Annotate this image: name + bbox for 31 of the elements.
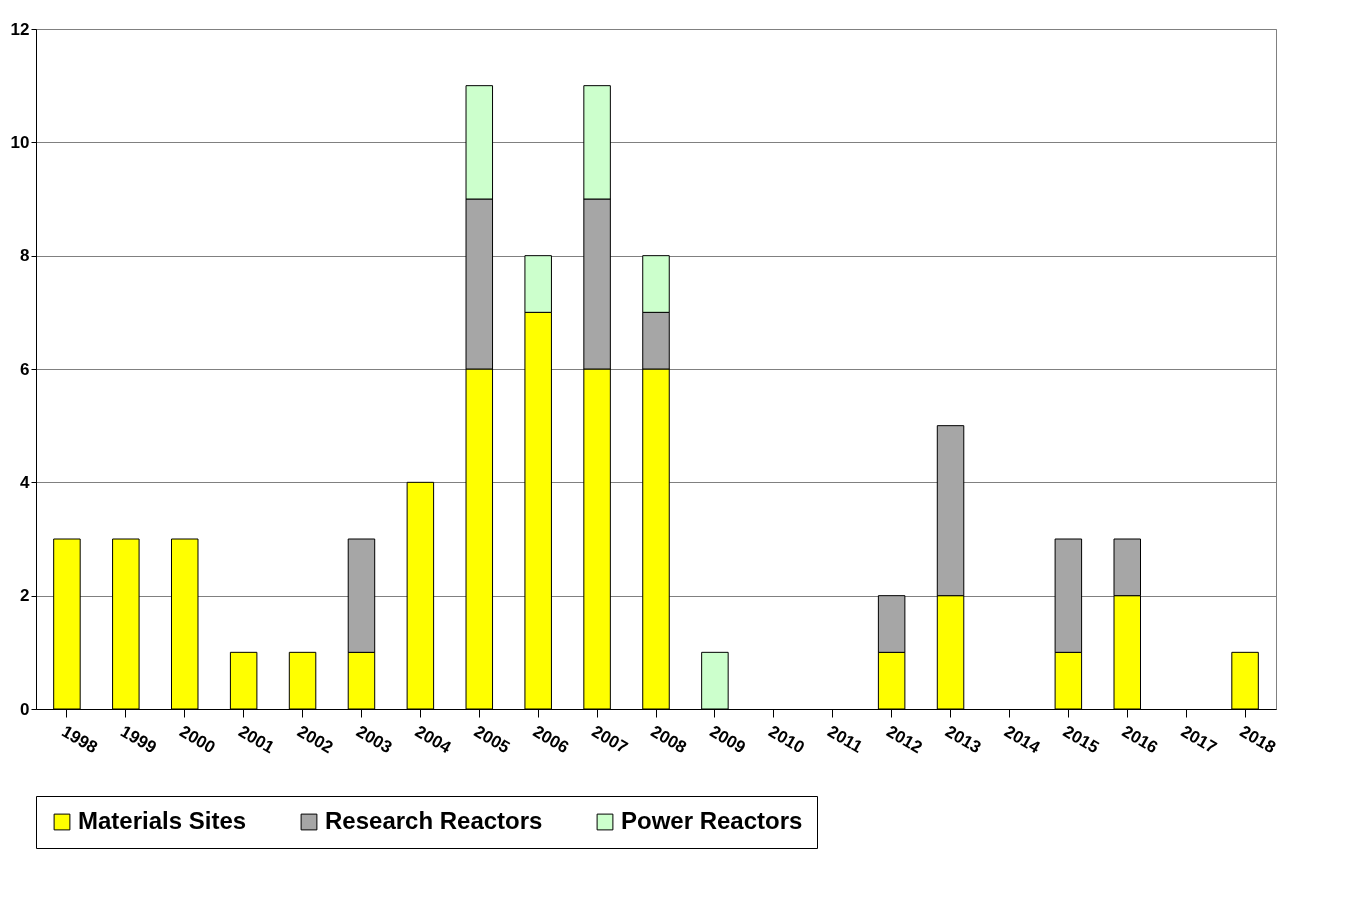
y-tick-label: 10: [10, 132, 30, 152]
x-tick-label: 2005: [470, 721, 514, 758]
x-tick-label: 2002: [294, 721, 337, 758]
x-tick-label: 1999: [117, 721, 160, 758]
x-tick-label: 2000: [176, 721, 219, 758]
x-tick-label: 2006: [529, 721, 572, 758]
y-tick-label: 2: [20, 586, 30, 606]
x-tick-label: 2016: [1118, 721, 1162, 758]
x-tick-label: 2014: [1000, 721, 1044, 758]
x-tick-label: 2007: [588, 721, 631, 758]
x-tick-label: 2009: [706, 721, 749, 758]
x-tick-label: 2004: [411, 721, 455, 758]
x-tick-label: 2010: [765, 721, 808, 758]
x-tick-label: 2008: [647, 721, 690, 758]
y-tick-label: 0: [20, 699, 30, 719]
y-tick-label: 4: [20, 472, 31, 492]
x-tick-label: 2013: [942, 721, 985, 758]
legend-label: Power Reactors: [621, 807, 803, 834]
x-tick-label: 1998: [58, 721, 101, 758]
x-tick-label: 2018: [1236, 721, 1279, 758]
legend-label: Research Reactors: [325, 807, 543, 834]
legend-label: Materials Sites: [78, 807, 247, 834]
y-tick-label: 6: [20, 359, 30, 379]
x-tick-label: 2015: [1059, 721, 1103, 758]
x-tick-label: 2001: [235, 721, 278, 758]
x-tick-label: 2011: [824, 721, 866, 757]
y-tick-label: 12: [10, 19, 30, 39]
x-tick-label: 2012: [883, 721, 926, 758]
x-tick-label: 2017: [1177, 721, 1220, 758]
y-tick-label: 8: [20, 246, 30, 266]
x-tick-label: 2003: [352, 721, 396, 758]
